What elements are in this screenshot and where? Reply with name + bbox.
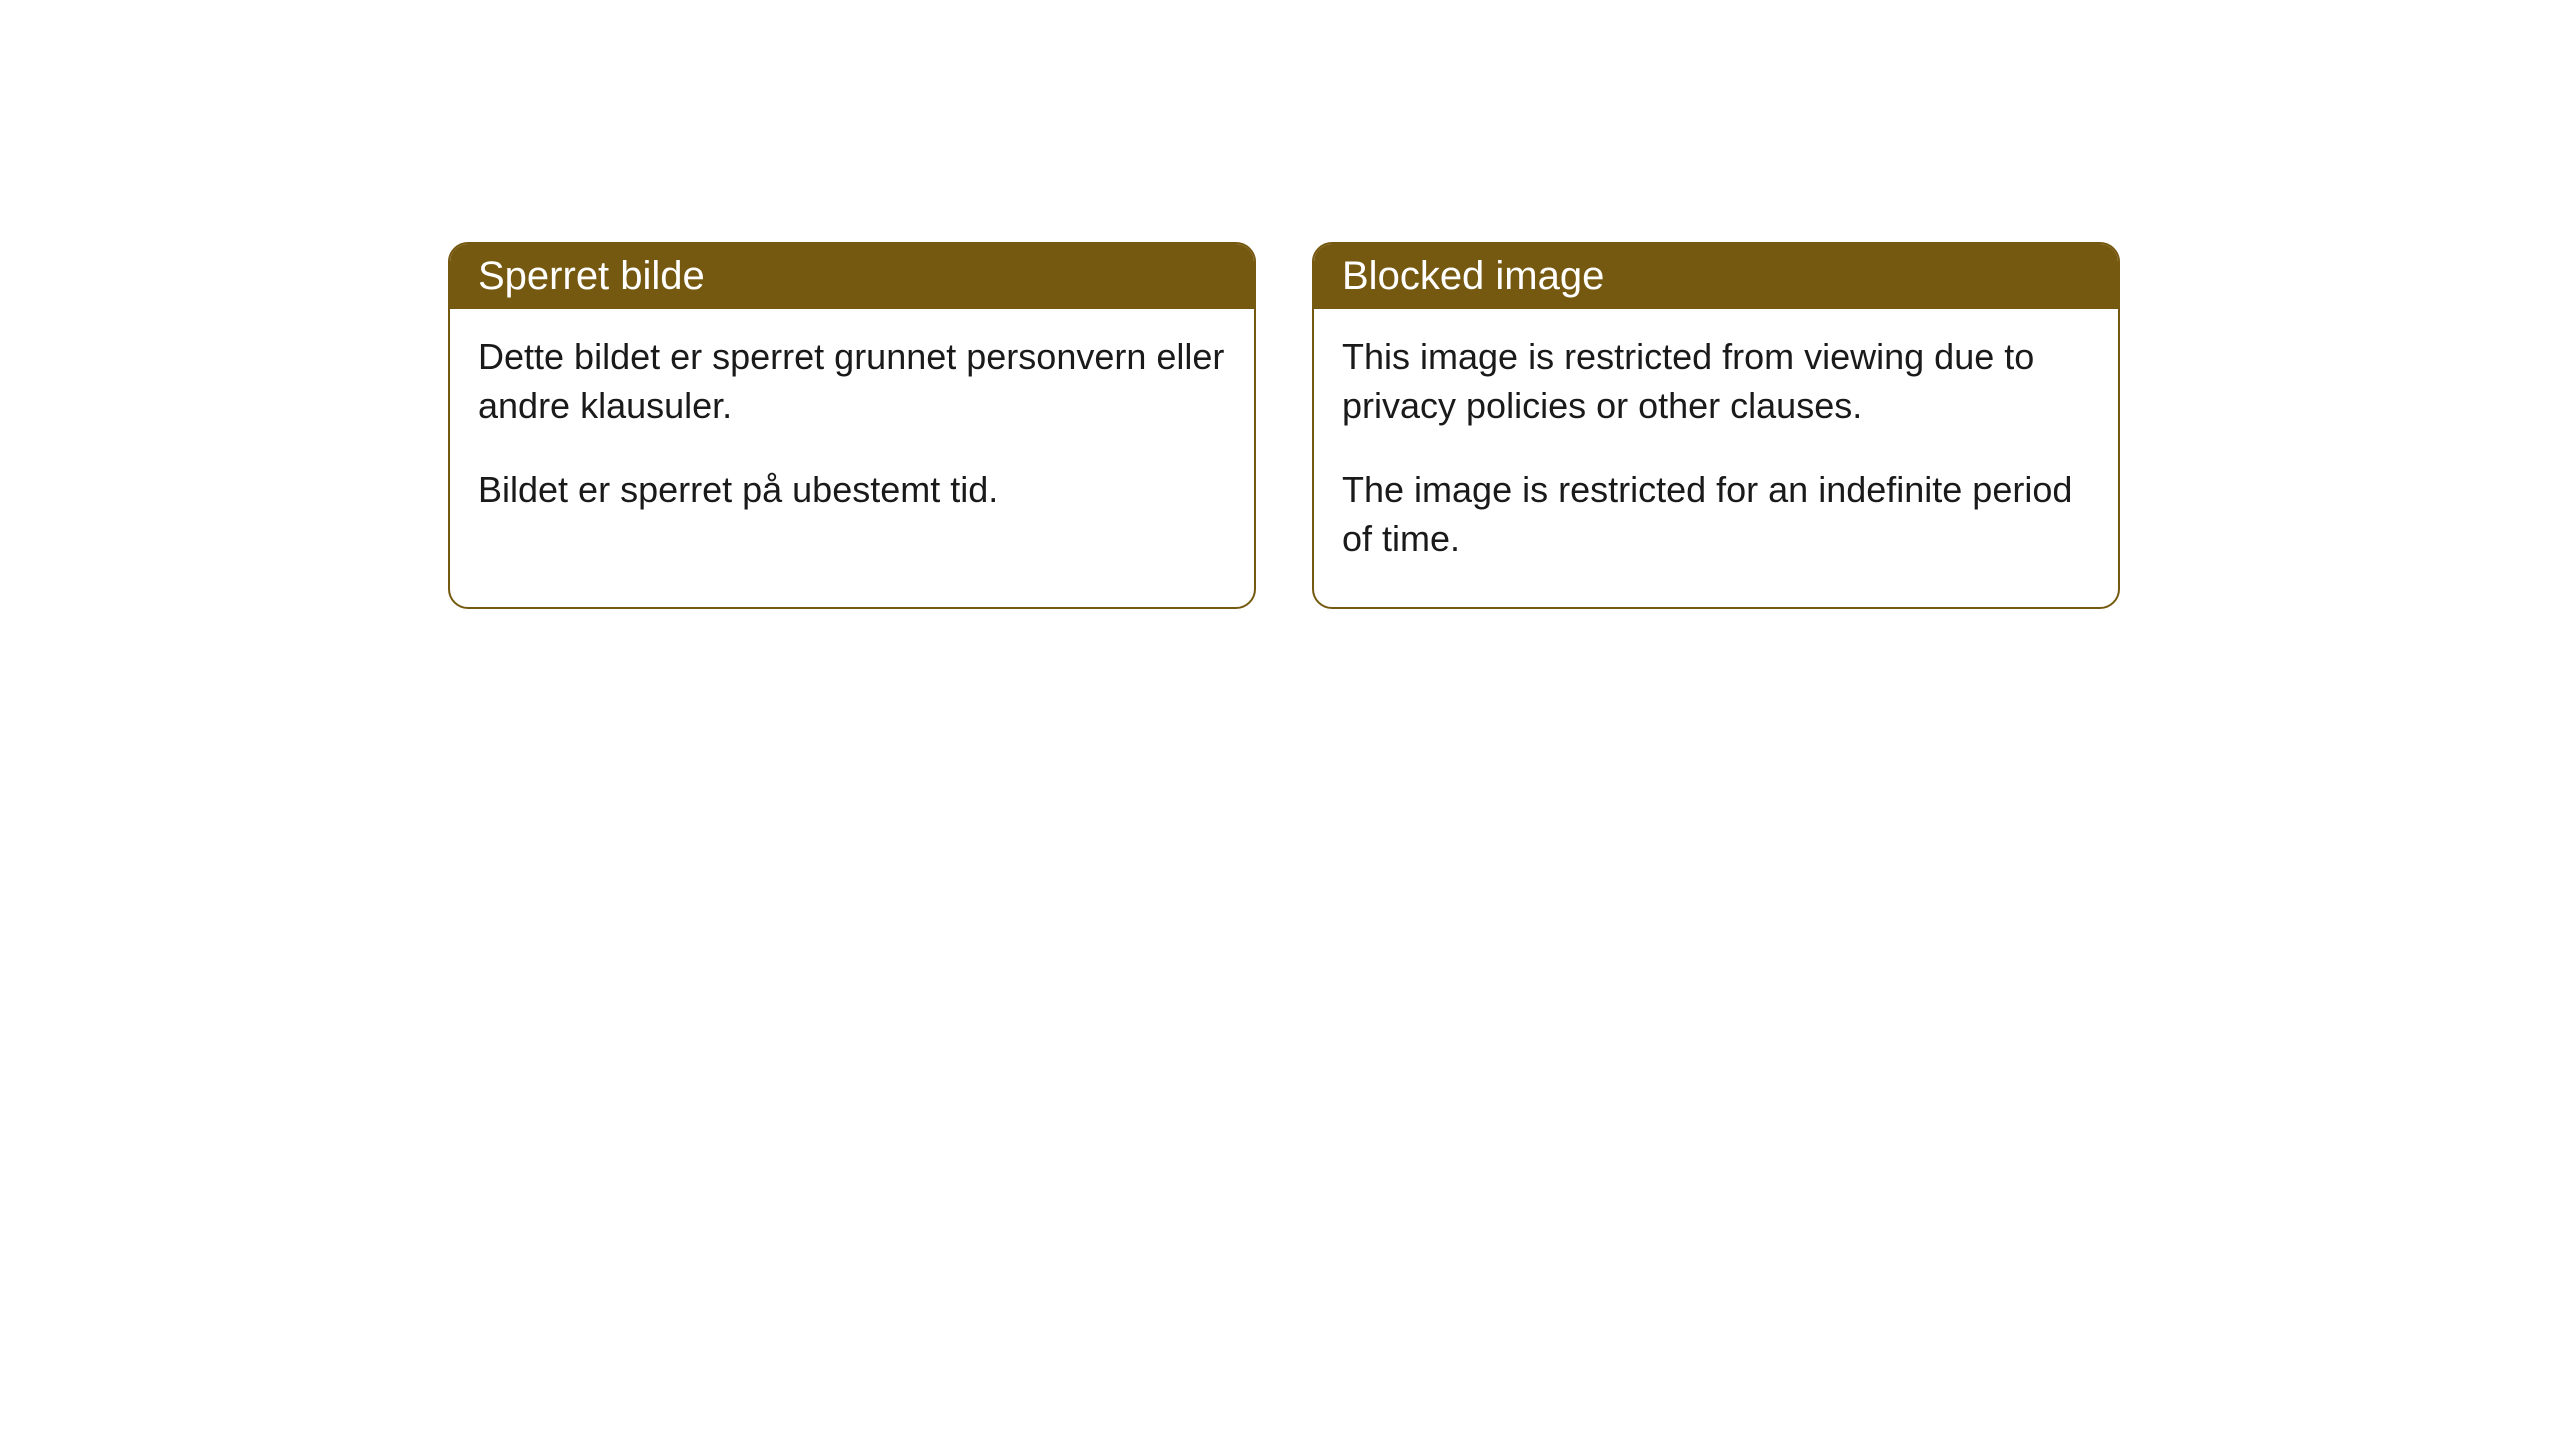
card-title: Sperret bilde bbox=[478, 254, 705, 298]
card-body: Dette bildet er sperret grunnet personve… bbox=[450, 309, 1254, 559]
card-header: Sperret bilde bbox=[450, 244, 1254, 309]
notice-cards-container: Sperret bilde Dette bildet er sperret gr… bbox=[448, 242, 2120, 609]
card-body: This image is restricted from viewing du… bbox=[1314, 309, 2118, 607]
card-paragraph: Bildet er sperret på ubestemt tid. bbox=[478, 466, 1226, 515]
notice-card-english: Blocked image This image is restricted f… bbox=[1312, 242, 2120, 609]
card-paragraph: Dette bildet er sperret grunnet personve… bbox=[478, 333, 1226, 430]
card-title: Blocked image bbox=[1342, 254, 1604, 298]
notice-card-norwegian: Sperret bilde Dette bildet er sperret gr… bbox=[448, 242, 1256, 609]
card-paragraph: The image is restricted for an indefinit… bbox=[1342, 466, 2090, 563]
card-paragraph: This image is restricted from viewing du… bbox=[1342, 333, 2090, 430]
card-header: Blocked image bbox=[1314, 244, 2118, 309]
